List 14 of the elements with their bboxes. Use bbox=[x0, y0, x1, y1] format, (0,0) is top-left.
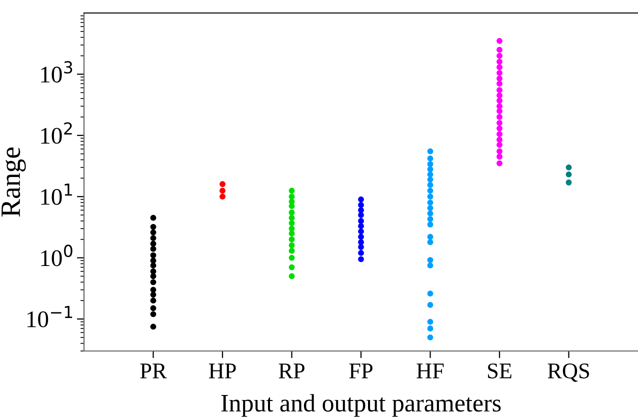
x-tick-label: RQS bbox=[548, 364, 589, 382]
y-tick-label: 10$^{−1}$ bbox=[27, 306, 72, 328]
y-tick-label: 10$^{2}$ bbox=[41, 122, 72, 144]
x-tick-label: PR bbox=[140, 364, 167, 378]
y-tick-label: 10$^{3}$ bbox=[41, 61, 72, 83]
y-axis-title: Range bbox=[2, 147, 26, 217]
x-tick-label: HF bbox=[416, 364, 444, 378]
x-axis-title: Input and output parameters bbox=[221, 394, 501, 417]
x-tick-label: SE bbox=[488, 364, 512, 378]
x-tick-label: FP bbox=[349, 364, 372, 378]
y-tick-label: 10$^{1}$ bbox=[41, 184, 72, 205]
y-tick-label: 10$^{0}$ bbox=[41, 244, 72, 266]
x-tick-label: HP bbox=[208, 364, 236, 378]
x-tick-label: RP bbox=[278, 364, 304, 378]
